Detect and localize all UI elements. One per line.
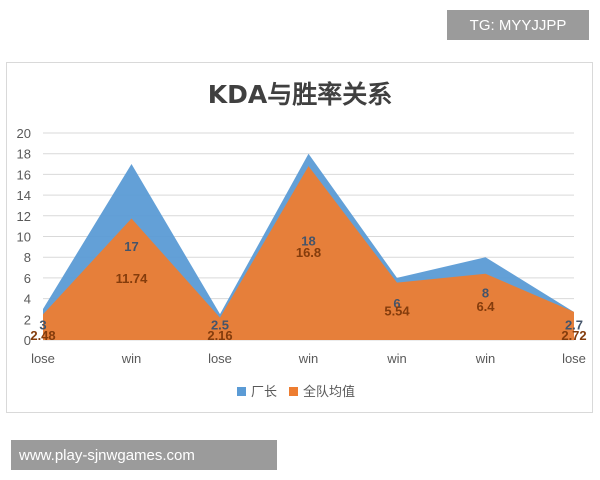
x-axis-ticks: lose win lose win win win lose [31,351,586,366]
y-tick-label: 2 [24,312,31,327]
data-label: 2.48 [30,328,55,343]
tg-badge: TG: MYYJJPP [447,10,589,40]
data-label: 2.5 [211,318,229,333]
website-watermark: www.play-sjnwgames.com [11,440,277,470]
data-label: 5.54 [384,303,410,318]
y-tick-label: 14 [17,188,31,203]
kda-area-chart: KDA与胜率关系 3 17 2.5 18 6 8 2.7 2.48 11.74 2.16 16.8 5… [17,80,587,400]
x-tick-label: lose [208,351,232,366]
y-tick-label: 12 [17,209,31,224]
data-label: 6.4 [476,299,495,314]
y-axis-ticks: 0 2 4 6 8 10 12 14 16 18 20 [17,126,31,348]
data-label: 16.8 [296,245,321,260]
y-tick-label: 4 [24,292,31,307]
y-tick-label: 16 [17,167,31,182]
website-watermark-text: www.play-sjnwgames.com [19,446,195,464]
data-label: 2.16 [207,328,232,343]
data-label: 2.7 [565,318,583,333]
y-tick-label: 0 [24,333,31,348]
y-tick-label: 10 [17,230,31,245]
y-tick-label: 8 [24,250,31,265]
legend-swatch [289,387,298,396]
data-label: 6 [393,296,400,311]
x-tick-label: win [475,351,496,366]
legend-label: 全队均值 [303,384,355,400]
x-tick-label: lose [31,351,55,366]
data-label: 3 [39,318,46,333]
area-series-1 [43,166,574,340]
data-label: 8 [482,285,489,300]
chart-title: KDA与胜率关系 [208,80,392,109]
tg-badge-text: TG: MYYJJPP [469,16,567,34]
data-label: 2.72 [561,328,586,343]
x-tick-label: win [386,351,407,366]
chart-frame: KDA与胜率关系 3 17 2.5 18 6 8 2.7 2.48 11.74 2.16 16.8 5… [6,62,593,413]
x-tick-label: lose [562,351,586,366]
data-label: 18 [301,234,315,249]
legend-swatch [237,387,246,396]
y-tick-label: 6 [24,271,31,286]
y-tick-label: 20 [17,126,31,141]
legend-label: 厂长 [251,385,277,400]
legend: 厂长 全队均值 [237,384,355,400]
y-tick-label: 18 [17,147,31,162]
data-label: 11.74 [116,271,149,286]
x-tick-label: win [121,351,142,366]
x-tick-label: win [298,351,319,366]
series-areas [43,153,574,340]
data-labels: 3 17 2.5 18 6 8 2.7 2.48 11.74 2.16 16.8 5.54 6.4 2.7… [30,234,586,343]
data-label: 17 [124,239,138,254]
